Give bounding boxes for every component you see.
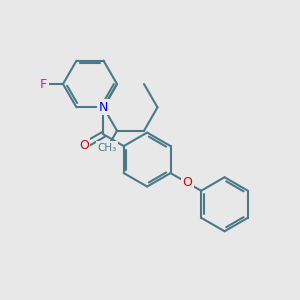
Text: O: O	[182, 176, 192, 189]
Text: O: O	[79, 139, 89, 152]
Text: CH₃: CH₃	[98, 143, 117, 153]
Text: N: N	[99, 101, 108, 114]
Text: F: F	[40, 77, 47, 91]
